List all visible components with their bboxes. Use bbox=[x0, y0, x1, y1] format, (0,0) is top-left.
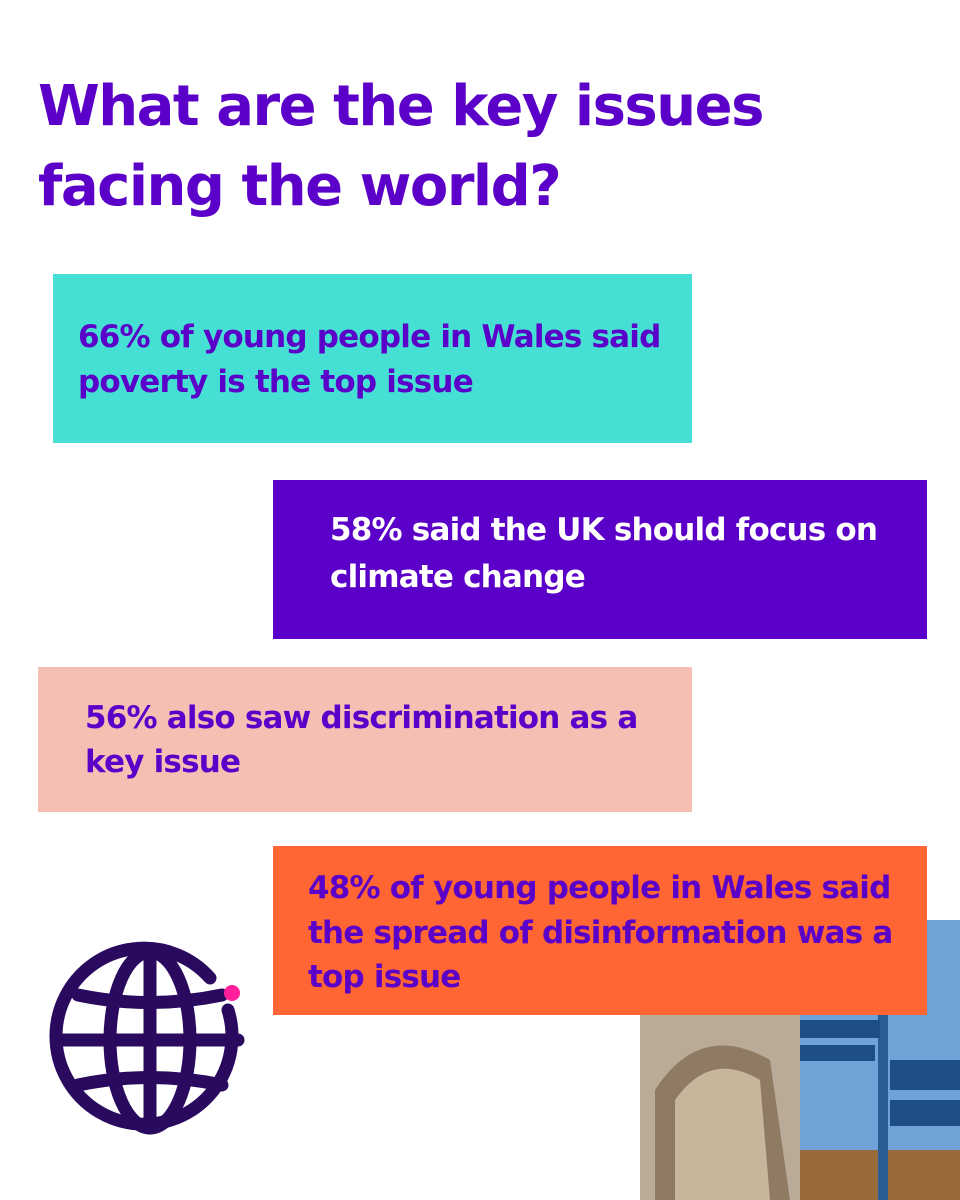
card-text: 58% said the UK should focus on bbox=[330, 512, 877, 548]
card-text: climate change bbox=[330, 559, 585, 595]
card-text: poverty is the top issue bbox=[78, 364, 473, 400]
card bbox=[273, 480, 927, 639]
card-text: 66% of young people in Wales said bbox=[78, 319, 661, 355]
title-line: facing the world? bbox=[38, 154, 560, 219]
card-text: the spread of disinformation was a bbox=[308, 915, 893, 951]
card-text: 56% also saw discrimination as a bbox=[85, 700, 637, 736]
card bbox=[38, 667, 692, 812]
card-text: key issue bbox=[85, 744, 240, 780]
card-text: top issue bbox=[308, 959, 461, 995]
globe-icon bbox=[49, 941, 245, 1135]
card bbox=[53, 274, 692, 443]
card bbox=[273, 846, 927, 1015]
title-line: What are the key issues bbox=[38, 74, 763, 139]
card-text: 48% of young people in Wales said bbox=[308, 870, 891, 906]
